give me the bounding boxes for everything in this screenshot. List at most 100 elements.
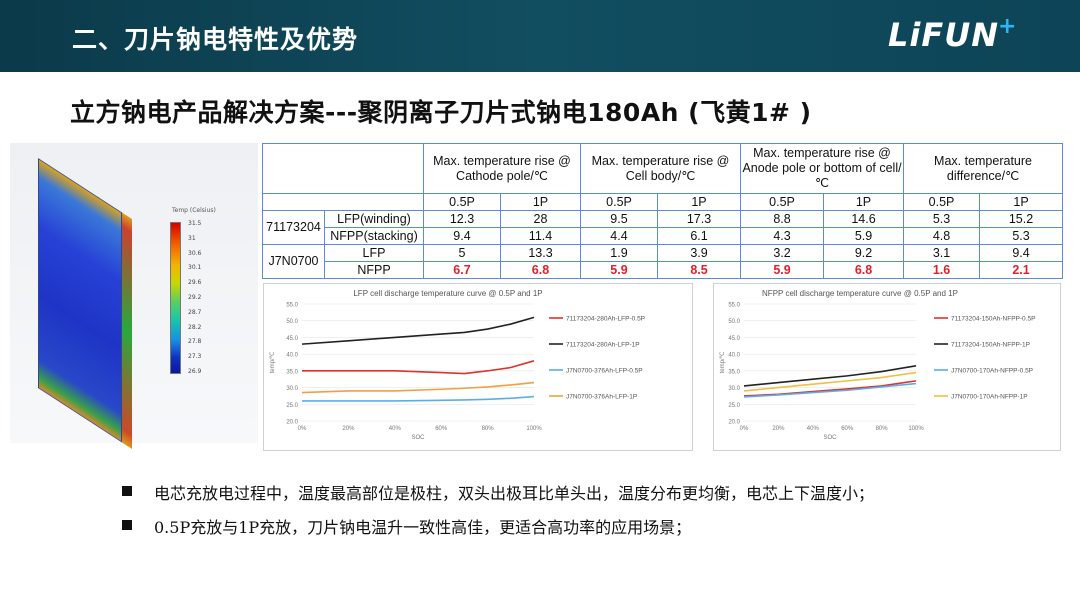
legend-tick-label: 28.2 [188, 323, 202, 331]
y-tick-label: 50.0 [286, 319, 298, 325]
value-cell-highlight: 1.6 [903, 261, 981, 279]
value-cell-highlight: 5.9 [740, 261, 825, 279]
nfpp-chart-svg: NFPP cell discharge temperature curve @ … [720, 289, 1035, 441]
legend-label: 71173204-280Ah-LFP-1P [566, 342, 640, 349]
value-cell: 3.1 [903, 244, 981, 262]
type-cell: NFPP(stacking) [324, 227, 424, 245]
value-cell: 8.8 [740, 210, 825, 228]
table-row: 71173204 LFP(winding) 12.3 28 9.5 17.3 8… [262, 210, 1064, 245]
y-tick-label: 35.0 [728, 369, 740, 375]
cell-side-face [122, 212, 132, 450]
x-tick-label: 60% [841, 426, 854, 432]
temp-color-scale [170, 222, 181, 374]
value-cell: 4.8 [903, 227, 981, 245]
legend-tick-label: 26.9 [188, 368, 202, 375]
y-tick-label: 35.0 [286, 369, 298, 375]
legend-tick-label: 30.1 [188, 264, 202, 272]
value-cell: 28 [500, 210, 581, 228]
x-tick-label: 20% [772, 426, 785, 432]
header-anode-pole: Max. temperature rise @ Anode pole or bo… [740, 143, 905, 194]
value-cell-highlight: 5.9 [580, 261, 658, 279]
value-cell-highlight: 2.1 [979, 261, 1064, 279]
y-tick-label: 50.0 [728, 319, 740, 325]
rate-cell: 1P [823, 193, 905, 211]
rate-cell: 1P [500, 193, 581, 211]
bullet-item: 电芯充放电过程中，温度最高部位是极柱，双头出极耳比单头出，温度分布更均衡，电芯上… [122, 480, 1022, 514]
y-tick-label: 45.0 [286, 336, 298, 342]
legend-label: J7N0700-170Ah-NFPP-0.5P [951, 368, 1033, 375]
model-cell: 71173204 [262, 210, 325, 245]
value-cell-highlight: 6.8 [823, 261, 905, 279]
x-tick-label: 100% [526, 426, 542, 432]
legend-tick-label: 29.2 [188, 294, 202, 301]
x-tick-label: 80% [876, 426, 889, 432]
legend-label: 71173204-280Ah-LFP-0.5P [566, 316, 645, 323]
battery-cell-render [38, 158, 132, 491]
legend-label: J7N0700-170Ah-NFPP-1P [951, 394, 1028, 401]
bullet-text: 电芯充放电过程中，温度最高部位是极柱，双头出极耳比单头出，温度分布更均衡，电芯上… [154, 484, 875, 503]
conclusion-bullets: 电芯充放电过程中，温度最高部位是极柱，双头出极耳比单头出，温度分布更均衡，电芯上… [122, 480, 1022, 548]
slide-subtitle: 立方钠电产品解决方案---聚阴离子刀片式钠电180Ah (飞黄1# ) [70, 98, 812, 127]
x-axis-label: SOC [411, 435, 425, 441]
y-tick-label: 20.0 [286, 420, 298, 426]
legend-tick-label: 29.6 [188, 279, 202, 287]
legend-label: J7N0700-376Ah-LFP-0.5P [566, 368, 643, 375]
rate-cell: 0.5P [740, 193, 825, 211]
value-cell: 5.3 [903, 210, 981, 228]
type-cell: LFP [324, 244, 424, 262]
legend-tick-label: 31.5 [188, 220, 202, 227]
value-cell: 3.9 [656, 244, 742, 262]
value-cell: 6.1 [656, 227, 742, 245]
value-cell: 5.9 [823, 227, 905, 245]
value-cell: 9.2 [823, 244, 905, 262]
type-cell: NFPP [324, 261, 424, 279]
x-tick-label: 40% [807, 426, 820, 432]
type-cell: LFP(winding) [324, 210, 424, 228]
legend-label: 71173204-150Ah-NFPP-1P [951, 342, 1030, 349]
value-cell: 3.2 [740, 244, 825, 262]
value-cell: 9.4 [979, 244, 1064, 262]
y-tick-label: 55.0 [728, 303, 740, 309]
rate-cell: 1P [979, 193, 1064, 211]
lfp-chart-svg: LFP cell discharge temperature curve @ 0… [270, 289, 645, 441]
logo-plus-mark: + [998, 14, 1017, 39]
x-tick-label: 80% [482, 426, 495, 432]
x-axis-label: SOC [823, 435, 837, 441]
table-corner [262, 143, 424, 194]
rate-cell: 0.5P [903, 193, 981, 211]
value-cell: 12.3 [423, 210, 501, 228]
table-row: NFPP 6.7 6.8 5.9 8.5 5.9 6.8 1.6 2.1 [263, 261, 1064, 279]
series-line [302, 360, 535, 375]
table-row: J7N0700 LFP 5 13.3 1.9 3.9 3.2 9.2 3.1 9… [262, 244, 1064, 279]
bullet-text: 0.5P充放与1P充放，刀片钠电温升一致性高佳，更适合高功率的应用场景； [154, 518, 692, 537]
value-cell: 4.3 [740, 227, 825, 245]
y-tick-label: 40.0 [728, 353, 740, 359]
value-cell-highlight: 8.5 [656, 261, 742, 279]
table-row: NFPP(stacking) 9.4 11.4 4.4 6.1 4.3 5.9 … [263, 227, 1064, 245]
legend-label: J7N0700-376Ah-LFP-1P [566, 394, 637, 401]
y-axis-label: temp/℃ [720, 351, 726, 373]
legend-tick-label: 30.6 [188, 249, 202, 257]
x-tick-label: 40% [389, 426, 402, 432]
legend-tick-label: 27.3 [188, 353, 202, 361]
x-tick-label: 60% [435, 426, 448, 432]
value-cell: 15.2 [979, 210, 1064, 228]
value-cell: 4.4 [580, 227, 658, 245]
series-line [743, 365, 917, 387]
x-tick-label: 0% [298, 426, 307, 432]
lfp-temperature-chart: LFP cell discharge temperature curve @ 0… [263, 283, 693, 451]
value-cell: 9.5 [580, 210, 658, 228]
series-line [301, 316, 535, 345]
bullet-square-icon [122, 486, 132, 496]
value-cell: 13.3 [500, 244, 581, 262]
value-cell: 17.3 [656, 210, 742, 228]
nfpp-temperature-chart: NFPP cell discharge temperature curve @ … [713, 283, 1061, 451]
y-axis-label: temp/℃ [270, 351, 276, 373]
header-cell-body: Max. temperature rise @ Cell body/℃ [579, 143, 742, 194]
y-tick-label: 25.0 [728, 403, 740, 409]
y-tick-label: 25.0 [286, 403, 298, 409]
y-tick-label: 20.0 [728, 420, 740, 426]
x-tick-label: 20% [342, 426, 355, 432]
bullet-item: 0.5P充放与1P充放，刀片钠电温升一致性高佳，更适合高功率的应用场景； [122, 514, 1022, 548]
legend-tick-label: 28.7 [188, 308, 202, 316]
